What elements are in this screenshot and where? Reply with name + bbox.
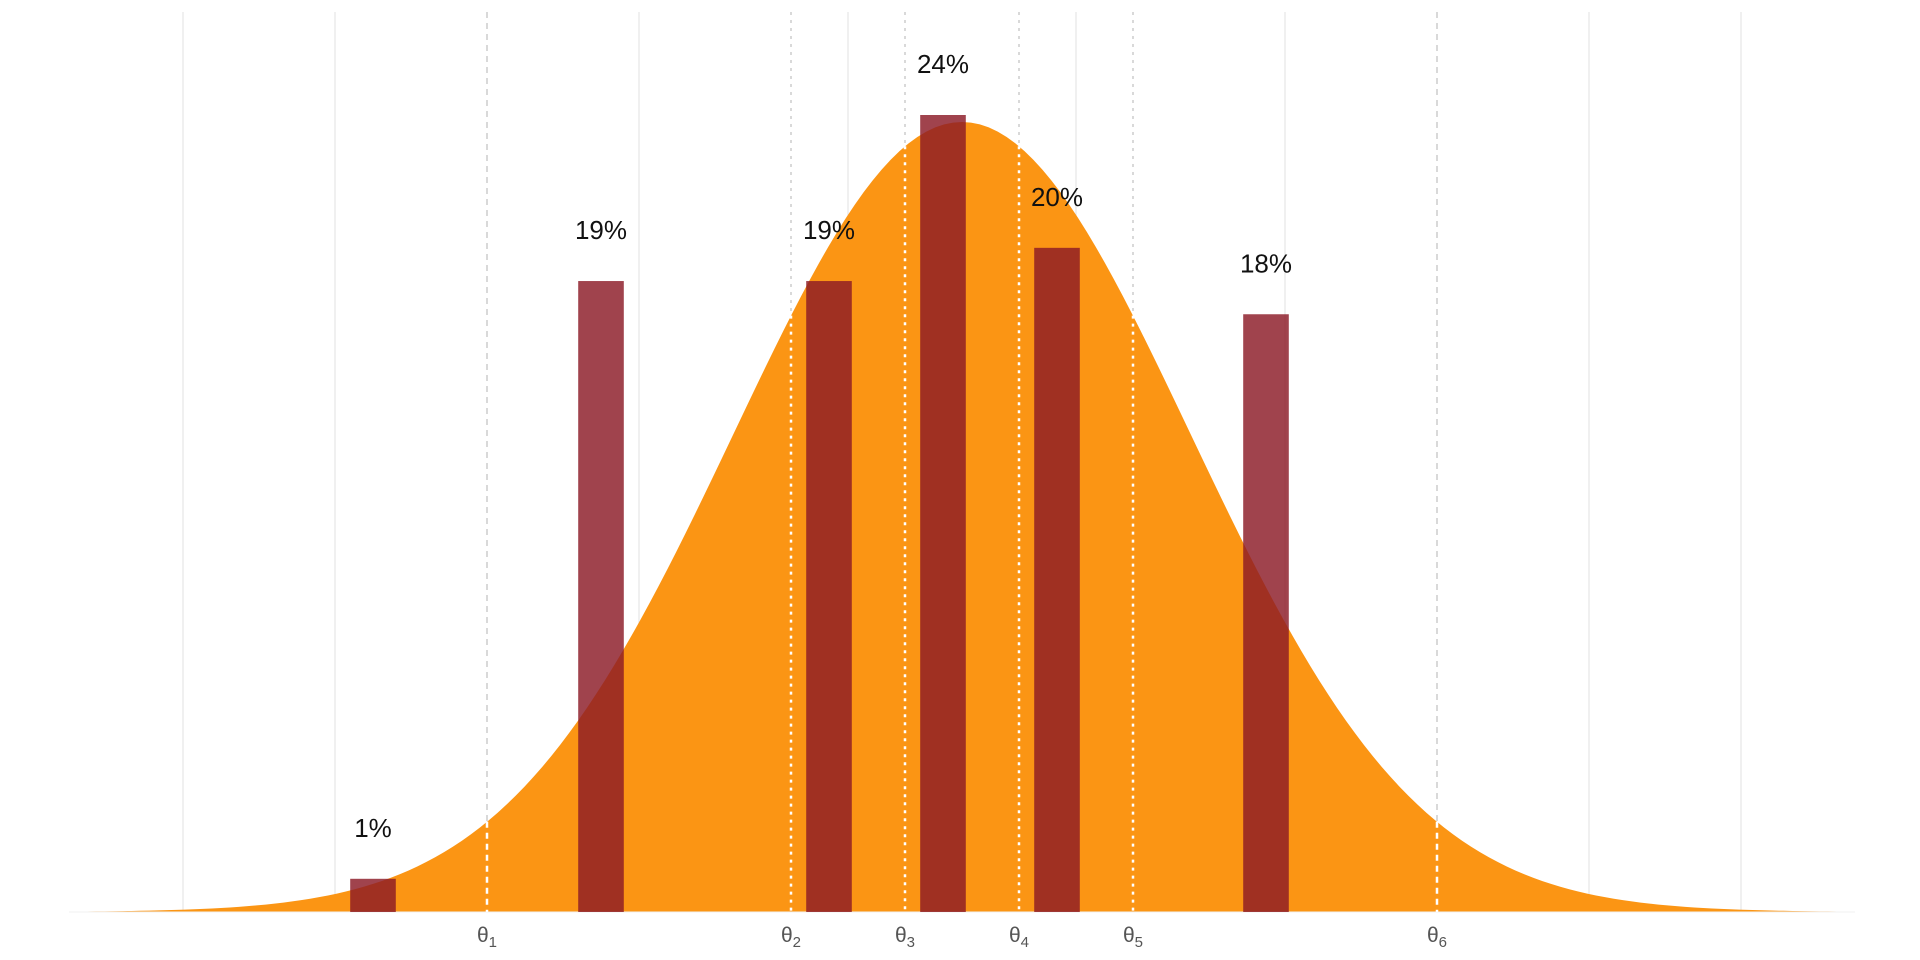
threshold-label: θ3 [895, 924, 915, 951]
bar [578, 281, 624, 913]
threshold-label: θ5 [1123, 924, 1143, 951]
threshold-label: θ2 [781, 924, 801, 951]
bar [920, 115, 966, 912]
bar [1034, 247, 1080, 913]
threshold-label: θ1 [477, 924, 497, 951]
bar [350, 878, 396, 912]
bar [1243, 314, 1289, 912]
bar-value-label: 20% [1031, 182, 1083, 212]
bar [806, 281, 852, 913]
threshold-labels: θ1 θ2 θ3 θ4 θ5 θ6 [477, 924, 1447, 951]
bar-value-label: 1% [354, 813, 392, 843]
threshold-label: θ6 [1427, 924, 1447, 951]
bars [350, 115, 1289, 913]
bar-value-label: 24% [917, 49, 969, 79]
bar-value-label: 19% [575, 215, 627, 245]
bar-value-label: 19% [803, 215, 855, 245]
bar-value-label: 18% [1240, 248, 1292, 278]
threshold-lines [485, 12, 1439, 912]
bar-labels: 1% 19% 19% 24% 20% 18% [354, 49, 1292, 843]
threshold-label: θ4 [1009, 924, 1029, 951]
